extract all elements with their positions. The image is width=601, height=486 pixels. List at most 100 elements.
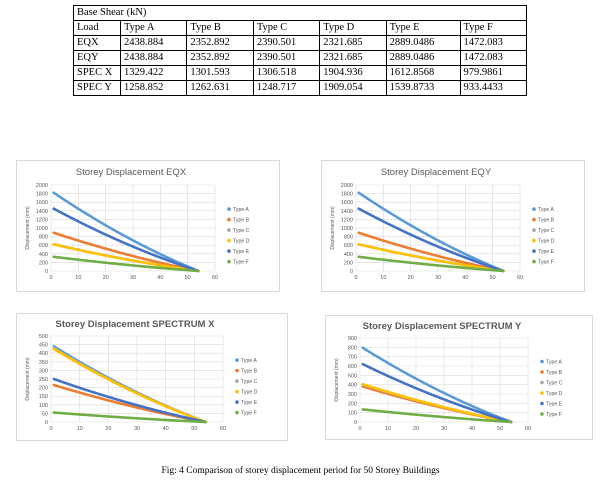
y-tick-label: 600 (348, 364, 357, 370)
legend-marker (532, 238, 536, 243)
series-line (52, 243, 200, 273)
series-line (357, 191, 505, 273)
x-tick-label: 60 (517, 275, 523, 281)
y-tick-label: 400 (348, 383, 357, 389)
table-header-row: Load Type A Type B Type C Type D Type E … (73, 20, 528, 36)
table-cell: 1909.054 (319, 80, 387, 96)
series-line (361, 346, 513, 424)
y-tick-label: 1200 (341, 217, 353, 223)
x-tick-label: 10 (75, 275, 81, 281)
y-tick-label: 0 (350, 269, 353, 275)
legend-marker (540, 359, 544, 364)
y-tick-label: 1800 (341, 192, 353, 198)
legend-marker (532, 249, 536, 253)
y-tick-label: 1200 (36, 217, 48, 223)
table-cell: 1904.936 (319, 65, 387, 81)
table-cell: 2390.501 (252, 50, 321, 66)
table-row: SPEC Y 1258.852 1262.631 1248.717 1909.0… (73, 80, 528, 96)
legend-label: Type D (241, 390, 258, 396)
x-tick-label: 0 (49, 275, 52, 281)
chart-svg: Storey Displacement EQX02004006008001000… (25, 167, 250, 281)
series-line (52, 191, 200, 273)
table-header-cell: Type E (385, 20, 461, 36)
table-cell: 1472.083 (459, 35, 528, 51)
legend-label: Type E (241, 400, 258, 406)
x-tick-label: 20 (105, 426, 111, 432)
y-tick-label: 1000 (341, 226, 353, 232)
y-tick-label: 600 (39, 243, 48, 249)
legend-marker (532, 228, 536, 232)
series-line (52, 411, 208, 424)
y-tick-label: 200 (344, 260, 353, 266)
series-line (52, 345, 208, 424)
chart-title: Storey Displacement EQY (381, 167, 492, 178)
table-cell: 2889.0486 (385, 35, 461, 51)
table-cell: 1329.422 (119, 65, 188, 81)
y-tick-label: 400 (39, 351, 48, 357)
table-cell: SPEC X (73, 65, 121, 81)
x-tick-label: 50 (191, 426, 197, 432)
y-axis-label: Displacement (mm) (25, 206, 31, 250)
x-tick-label: 30 (435, 275, 441, 281)
table-cell: 1306.518 (252, 65, 321, 81)
x-tick-label: 60 (212, 275, 218, 281)
legend-marker (540, 401, 544, 406)
y-tick-label: 0 (354, 420, 357, 426)
legend-marker (227, 228, 231, 232)
legend-label: Type F (233, 260, 249, 266)
table-row: EQX 2438.884 2352.892 2390.501 2321.685 … (73, 35, 528, 51)
y-tick-label: 700 (348, 355, 357, 361)
table-cell: 2321.685 (319, 50, 387, 66)
x-tick-label: 40 (157, 275, 163, 281)
legend-label: Type C (241, 379, 258, 385)
y-tick-label: 900 (348, 336, 357, 342)
table-cell: 2438.884 (119, 35, 188, 51)
table-cell: 2352.892 (186, 35, 254, 51)
x-tick-label: 10 (77, 426, 83, 432)
legend-label: Type A (538, 207, 554, 213)
y-tick-label: 1400 (341, 209, 353, 215)
x-tick-label: 30 (130, 275, 136, 281)
y-tick-label: 350 (39, 360, 48, 366)
legend-marker (235, 379, 239, 383)
legend-label: Type B (546, 370, 563, 376)
x-tick-label: 10 (380, 275, 386, 281)
figure-caption: Fig: 4 Comparison of storey displacement… (161, 466, 440, 476)
x-tick-label: 60 (220, 426, 226, 432)
chart-svg: Storey Displacement SPECTRUM Y0100200300… (334, 321, 563, 432)
y-tick-label: 400 (39, 252, 48, 258)
y-tick-label: 1600 (341, 200, 353, 206)
table-cell: 2352.892 (186, 50, 254, 66)
chart-svg: Storey Displacement SPECTRUM X0501001502… (25, 319, 258, 432)
table-row: EQY 2438.884 2352.892 2390.501 2321.685 … (73, 50, 528, 66)
chart-svg: Storey Displacement EQY02004006008001000… (330, 167, 555, 281)
table-cell: 2321.685 (319, 35, 387, 51)
y-axis-label: Displacement (mm) (330, 206, 336, 250)
y-axis-label: Displacement (mm) (25, 357, 31, 401)
chart-eqy: Storey Displacement EQY 0 200 400 600 800 1000… (321, 160, 585, 292)
legend-label: Type A (241, 358, 257, 364)
series-line (52, 377, 208, 424)
legend-label: Type B (241, 369, 258, 375)
y-tick-label: 0 (45, 420, 48, 426)
legend-marker (227, 249, 231, 253)
y-tick-label: 50 (42, 411, 48, 417)
legend-label: Type B (538, 218, 555, 224)
table-cell: 2390.501 (252, 35, 321, 51)
legend-label: Type A (546, 360, 562, 366)
table-cell: EQX (73, 35, 121, 51)
series-line (357, 255, 505, 273)
x-tick-label: 20 (413, 426, 419, 432)
table-cell: 1248.717 (252, 80, 321, 96)
table-cell: 1258.852 (119, 80, 188, 96)
legend-label: Type D (233, 239, 250, 245)
table-cell: 1612.8568 (385, 65, 461, 81)
table-title: Base Shear (kN) (73, 5, 527, 21)
x-tick-label: 50 (185, 275, 191, 281)
series-line (52, 347, 208, 424)
x-tick-label: 40 (163, 426, 169, 432)
table-cell: SPEC Y (73, 80, 121, 96)
table-title-row: Base Shear (kN) (73, 5, 527, 21)
x-tick-label: 40 (469, 426, 475, 432)
y-tick-label: 800 (348, 345, 357, 351)
